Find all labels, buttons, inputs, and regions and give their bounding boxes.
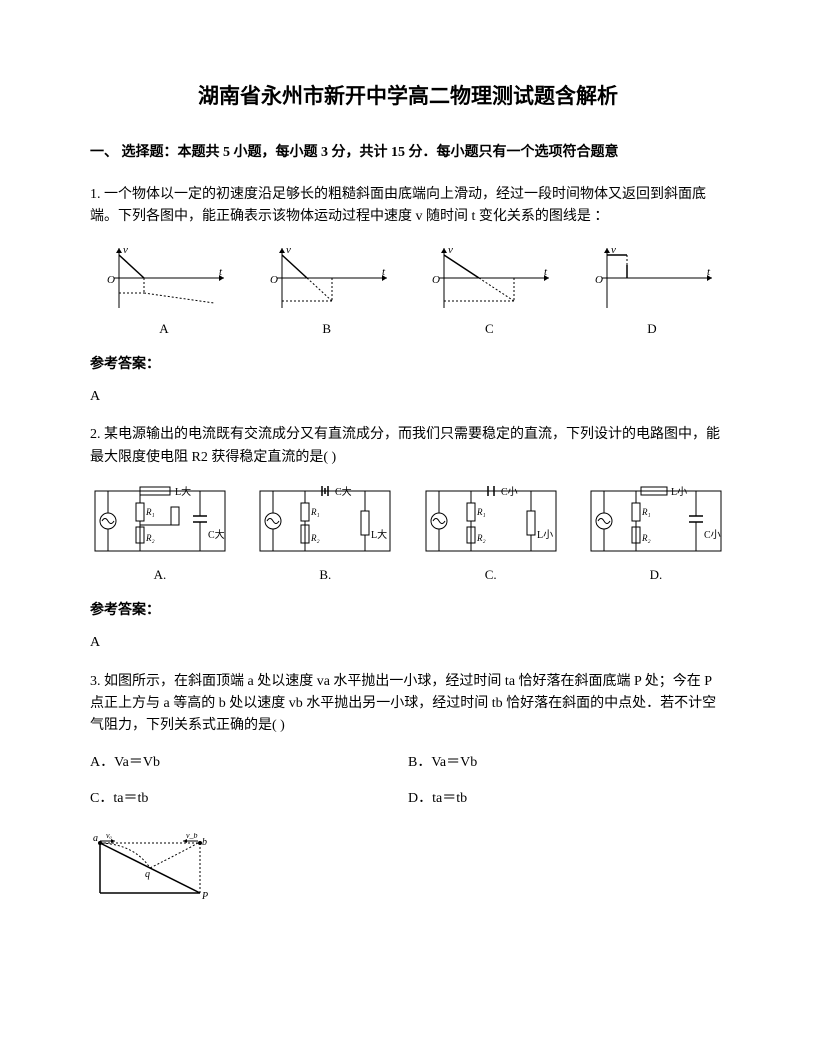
svg-text:R₁: R₁ (476, 507, 486, 517)
graph-b-label: B (322, 319, 331, 340)
question-2: 2. 某电源输出的电流既有交流成分又有直流成分，而我们只需要稳定的直流，下列设计… (90, 424, 726, 469)
circuit-a-icon: L大 R₁ R₂ C大 (90, 483, 230, 561)
option-d: D．ta＝tb (408, 788, 726, 810)
circuit-c: C小 R₁ R₂ L小 C. (421, 483, 561, 586)
circuit-b-icon: C大 R₁ R₂ L大 (255, 483, 395, 561)
svg-text:v: v (123, 244, 128, 256)
q3-diagram: a b P q vₐ v_b (90, 833, 726, 903)
svg-text:R₁: R₁ (641, 507, 651, 517)
svg-text:b: b (202, 837, 207, 848)
svg-text:O: O (270, 274, 278, 286)
svg-text:R₂: R₂ (310, 533, 320, 543)
svg-text:q: q (145, 869, 150, 880)
velocity-graph-b-icon: O v t (262, 243, 392, 313)
svg-text:vₐ: vₐ (106, 833, 113, 840)
option-b: B．Va＝Vb (408, 752, 726, 774)
svg-text:t: t (544, 266, 548, 278)
svg-text:C小: C小 (501, 486, 518, 498)
velocity-graph-d-icon: O v t (587, 243, 717, 313)
q1-answer-label: 参考答案： (90, 354, 726, 376)
graph-d: O v t D (582, 243, 722, 340)
svg-text:C大: C大 (335, 485, 352, 498)
section-header: 一、 选择题：本题共 5 小题，每小题 3 分，共计 15 分．每小题只有一个选… (90, 142, 726, 164)
svg-text:R₁: R₁ (310, 507, 320, 517)
svg-text:t: t (707, 266, 711, 278)
circuit-c-label: C. (485, 565, 497, 586)
circuit-c-icon: C小 R₁ R₂ L小 (421, 483, 561, 561)
svg-text:v: v (611, 244, 616, 256)
q2-answer: A (90, 632, 726, 654)
svg-text:t: t (382, 266, 386, 278)
svg-text:O: O (107, 274, 115, 286)
velocity-graph-a-icon: O v t (99, 243, 229, 313)
circuit-d-label: D. (650, 565, 663, 586)
graph-b: O v t B (257, 243, 397, 340)
circuit-d: L小 R₁ R₂ C小 D. (586, 483, 726, 586)
question-1: 1. 一个物体以一定的初速度沿足够长的粗糙斜面由底端向上滑动，经过一段时间物体又… (90, 184, 726, 229)
incline-diagram-icon: a b P q vₐ v_b (90, 833, 220, 903)
svg-text:R₂: R₂ (641, 533, 651, 543)
graph-d-label: D (647, 319, 656, 340)
svg-text:t: t (219, 266, 223, 278)
svg-text:O: O (432, 274, 440, 286)
circuit-b: C大 R₁ R₂ L大 B. (255, 483, 395, 586)
graph-a-label: A (159, 319, 168, 340)
q2-circuits: L大 R₁ R₂ C大 A. (90, 483, 726, 586)
circuit-a: L大 R₁ R₂ C大 A. (90, 483, 230, 586)
circuit-b-label: B. (319, 565, 331, 586)
svg-text:C大: C大 (208, 528, 225, 541)
graph-c: O v t C (419, 243, 559, 340)
svg-text:R₁: R₁ (145, 507, 155, 517)
svg-text:v: v (448, 244, 453, 256)
option-a: A．Va＝Vb (90, 752, 408, 774)
graph-a: O v t A (94, 243, 234, 340)
graph-c-label: C (485, 319, 494, 340)
svg-text:O: O (595, 274, 603, 286)
option-c: C．ta＝tb (90, 788, 408, 810)
svg-text:R₂: R₂ (476, 533, 486, 543)
svg-text:L小: L小 (537, 529, 553, 541)
question-3: 3. 如图所示，在斜面顶端 a 处以速度 va 水平抛出一小球，经过时间 ta … (90, 671, 726, 738)
q1-graphs: O v t A O v t B (90, 243, 726, 340)
q1-answer: A (90, 386, 726, 408)
circuit-d-icon: L小 R₁ R₂ C小 (586, 483, 726, 561)
q2-answer-label: 参考答案： (90, 600, 726, 622)
svg-text:a: a (93, 833, 98, 844)
svg-text:P: P (201, 891, 208, 902)
svg-text:R₂: R₂ (145, 533, 155, 543)
svg-text:C小: C小 (704, 529, 721, 541)
svg-text:v_b: v_b (186, 833, 198, 840)
svg-text:L小: L小 (671, 486, 687, 498)
page-title: 湖南省永州市新开中学高二物理测试题含解析 (90, 80, 726, 114)
velocity-graph-c-icon: O v t (424, 243, 554, 313)
svg-text:L大: L大 (175, 485, 191, 498)
svg-text:L大: L大 (371, 528, 387, 541)
circuit-a-label: A. (154, 565, 167, 586)
q3-options: A．Va＝Vb B．Va＝Vb C．ta＝tb D．ta＝tb (90, 752, 726, 825)
svg-text:v: v (286, 244, 291, 256)
